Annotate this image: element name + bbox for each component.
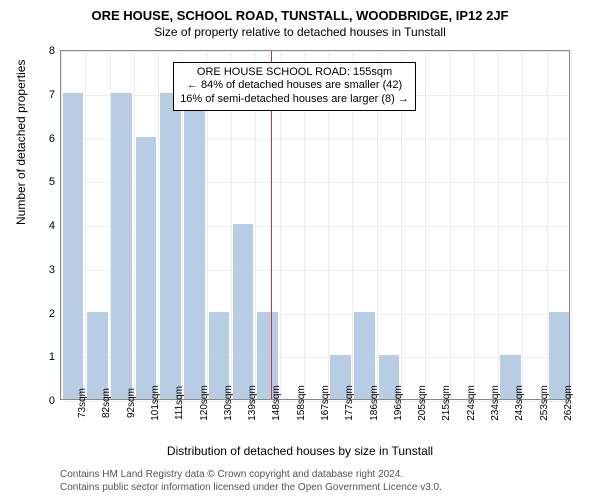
- x-tick-label: 196sqm: [393, 385, 404, 421]
- gridline-vertical: [425, 51, 426, 399]
- bar: [111, 93, 132, 399]
- x-tick-label: 215sqm: [441, 385, 452, 421]
- y-tick-label: 7: [49, 89, 55, 101]
- x-tick-label: 158sqm: [296, 385, 307, 421]
- footer-line: Contains HM Land Registry data © Crown c…: [60, 469, 442, 482]
- y-tick-label: 0: [49, 395, 55, 407]
- callout-line: ← 84% of detached houses are smaller (42…: [180, 79, 409, 93]
- bar: [63, 93, 84, 399]
- chart-container: ORE HOUSE, SCHOOL ROAD, TUNSTALL, WOODBR…: [0, 0, 600, 500]
- bar: [136, 137, 157, 400]
- x-tick-label: 205sqm: [417, 385, 428, 421]
- x-axis-label: Distribution of detached houses by size …: [0, 444, 600, 458]
- gridline-vertical: [571, 51, 572, 399]
- plot-region: 01234567873sqm82sqm92sqm101sqm111sqm120s…: [60, 50, 570, 400]
- bar: [160, 93, 181, 399]
- chart-title: ORE HOUSE, SCHOOL ROAD, TUNSTALL, WOODBR…: [0, 0, 600, 23]
- chart-subtitle: Size of property relative to detached ho…: [0, 23, 600, 39]
- callout-line: 16% of semi-detached houses are larger (…: [180, 93, 409, 107]
- x-tick-label: 262sqm: [563, 385, 574, 421]
- callout-box: ORE HOUSE SCHOOL ROAD: 155sqm← 84% of de…: [173, 62, 416, 111]
- gridline-vertical: [474, 51, 475, 399]
- y-tick-label: 4: [49, 220, 55, 232]
- x-tick-label: 148sqm: [271, 385, 282, 421]
- bar: [87, 312, 108, 400]
- y-axis-label: Number of detached properties: [14, 60, 28, 225]
- chart-footer: Contains HM Land Registry data © Crown c…: [60, 469, 442, 494]
- y-tick-label: 8: [49, 45, 55, 57]
- y-tick-label: 1: [49, 351, 55, 363]
- bar: [184, 93, 205, 399]
- footer-line: Contains public sector information licen…: [60, 482, 442, 495]
- bar: [233, 224, 254, 399]
- chart-area: 01234567873sqm82sqm92sqm101sqm111sqm120s…: [60, 50, 570, 400]
- y-tick-label: 3: [49, 264, 55, 276]
- y-tick-label: 2: [49, 308, 55, 320]
- x-tick-label: 224sqm: [466, 385, 477, 421]
- callout-line: ORE HOUSE SCHOOL ROAD: 155sqm: [180, 66, 409, 80]
- y-tick-label: 5: [49, 176, 55, 188]
- x-tick-label: 243sqm: [514, 385, 525, 421]
- gridline-vertical: [498, 51, 499, 399]
- y-tick-label: 6: [49, 133, 55, 145]
- gridline-vertical: [522, 51, 523, 399]
- gridline-vertical: [450, 51, 451, 399]
- gridline-horizontal: [61, 51, 569, 52]
